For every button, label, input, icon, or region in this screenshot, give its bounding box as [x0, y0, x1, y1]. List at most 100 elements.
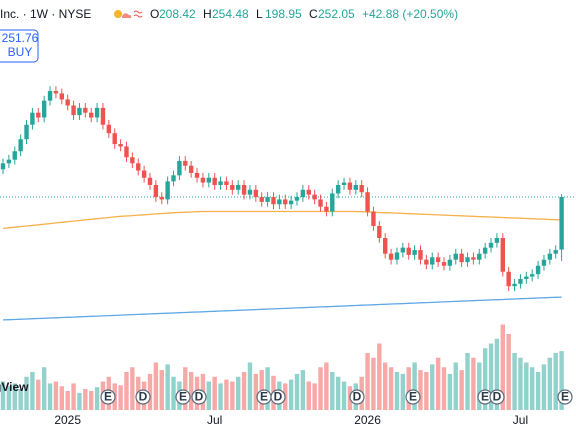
volume-bar — [471, 357, 476, 410]
candle-body — [300, 189, 306, 198]
candle-body — [188, 165, 194, 173]
candle-body — [341, 182, 347, 185]
event-marker — [191, 389, 207, 405]
volume-bar — [130, 367, 135, 410]
volume-bar — [506, 334, 511, 410]
candle-body — [241, 184, 247, 195]
ohlc-value: 254.48 — [212, 7, 249, 21]
volume-bar — [188, 372, 194, 410]
candle-body — [224, 181, 229, 185]
x-tick-label: 2026 — [354, 413, 381, 427]
volume-bar — [377, 343, 382, 410]
candle-body — [36, 112, 41, 118]
moving-average — [2, 296, 562, 321]
candle-body — [377, 225, 382, 239]
candle-body — [394, 252, 400, 260]
candle-body — [271, 197, 276, 205]
volume-bar — [83, 389, 88, 410]
candle-body — [47, 91, 53, 101]
candle-body — [83, 107, 88, 113]
buy-button[interactable] — [0, 29, 39, 63]
event-label: E — [481, 390, 489, 404]
volume-bar — [89, 391, 94, 410]
candle-body — [388, 253, 394, 260]
event-label: D — [353, 390, 362, 404]
candle-body — [153, 184, 159, 198]
volume-bar — [206, 381, 211, 410]
candle-body — [30, 112, 35, 125]
candle-body — [435, 257, 441, 263]
candle-body — [59, 93, 64, 100]
event-label: D — [195, 390, 204, 404]
candle-body — [230, 184, 235, 190]
candle-body — [412, 250, 417, 255]
candle-body — [447, 259, 453, 266]
candle-body — [159, 197, 164, 200]
volume-bar — [535, 372, 541, 410]
volume-bar — [424, 372, 429, 410]
candle-body — [147, 177, 153, 185]
event-label: D — [139, 390, 148, 404]
candle-body — [518, 278, 523, 284]
candle-body — [218, 181, 223, 185]
candle-body — [265, 197, 270, 202]
event-marker — [557, 389, 573, 405]
candle-body — [306, 189, 311, 195]
candle-body — [253, 189, 259, 198]
event-label: E — [179, 390, 187, 404]
event-marker — [405, 389, 421, 405]
candle-body — [335, 184, 341, 194]
event-label: D — [274, 390, 283, 404]
volume-bar — [6, 386, 12, 410]
volume-bar — [224, 379, 229, 410]
candle-body — [277, 199, 282, 205]
candle-body — [136, 163, 141, 171]
candle-body — [177, 160, 182, 176]
volume-bar — [418, 370, 423, 410]
candle-body — [12, 151, 17, 160]
candle-body — [130, 157, 135, 164]
candle-body — [482, 247, 488, 254]
volume-bar — [459, 370, 464, 410]
event-marker — [135, 389, 151, 405]
volume-bar — [41, 367, 47, 410]
ohlc-key: O — [150, 7, 159, 21]
volume-bar — [253, 373, 259, 410]
candle-body — [236, 184, 241, 190]
event-label: E — [409, 390, 417, 404]
chart-title: Inc. · 1W · NYSE — [0, 7, 91, 21]
volume-bar — [541, 364, 547, 410]
volume-bar — [500, 324, 505, 410]
candle-body — [347, 182, 353, 190]
volume-bar — [447, 373, 453, 410]
candle-body — [553, 250, 558, 254]
volume-bar — [171, 376, 176, 410]
volume-bar — [218, 383, 223, 410]
candle-body — [453, 253, 458, 260]
volume-bar — [406, 367, 411, 410]
volume-bar — [477, 362, 482, 410]
candle-body — [259, 197, 264, 202]
buy-label: BUY — [8, 45, 33, 59]
candle-body — [77, 107, 82, 116]
volume-bar — [365, 353, 370, 410]
volume-bar — [335, 376, 341, 410]
candle-body — [365, 192, 370, 212]
volume-bar — [71, 383, 76, 410]
change: +42.88 (+20.50%) — [362, 7, 458, 21]
candle-body — [200, 177, 206, 183]
volume-bar — [47, 383, 53, 410]
volume-bar — [383, 362, 388, 410]
volume-bar — [559, 351, 564, 410]
volume-bar — [300, 370, 306, 410]
volume-bar — [465, 353, 470, 410]
candle-body — [141, 170, 147, 178]
volume-bar — [294, 373, 300, 410]
candle-body — [465, 257, 470, 263]
candle-body — [506, 271, 511, 287]
volume-bar — [341, 381, 347, 410]
event-marker — [349, 389, 365, 405]
volume-bar — [241, 372, 247, 410]
candle-body — [512, 283, 517, 287]
